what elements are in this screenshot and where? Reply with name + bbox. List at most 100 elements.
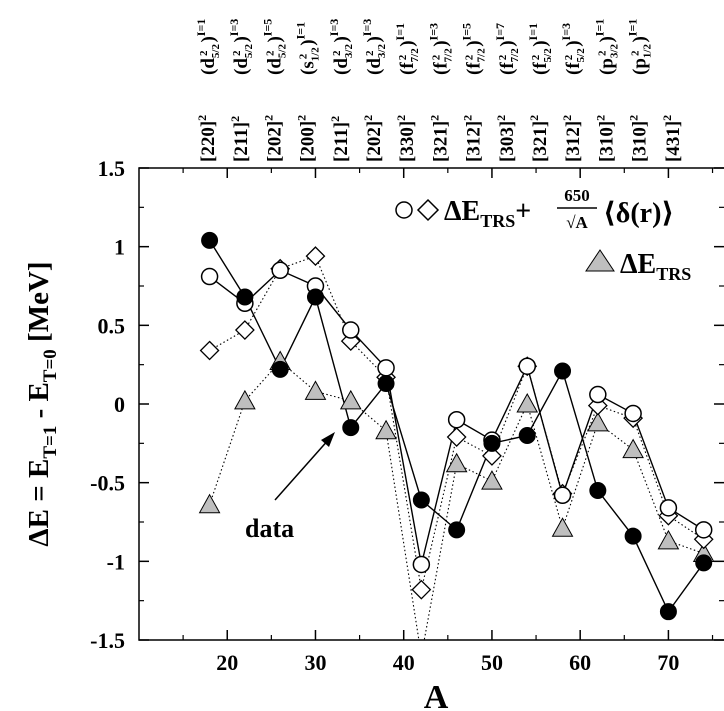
y-tick-label: -0.5: [90, 471, 125, 496]
data-point-filled-circle: [518, 426, 536, 444]
x-axis-title: A: [424, 679, 449, 711]
data-point-open-circle: [624, 404, 642, 423]
x-tick-label: 20: [216, 650, 238, 675]
top-nilsson-label: [202]2: [361, 115, 385, 162]
data-point-open-circle: [200, 267, 219, 286]
series-line-open-diamond: [209, 255, 705, 590]
top-nilsson-label: [321]2: [427, 115, 451, 162]
annotation-arrow-line: [274, 437, 331, 501]
data-point-open-diamond: [234, 320, 255, 340]
top-nilsson-label: [330]2: [394, 115, 418, 162]
data-annotation: data: [245, 432, 335, 543]
top-configuration-label: [200]2: [295, 115, 319, 162]
top-orbital-label: (d5/22)I=5: [260, 19, 288, 75]
top-configuration-label: [303]2: [494, 115, 518, 162]
top-configuration-labels: [220]2 (d5/22)I=1 [211]2 (d5/22)I=3 [202]2 (d…: [194, 19, 684, 162]
data-point-filled-circle: [695, 554, 713, 572]
data-point-filled-circle: [554, 362, 572, 380]
data-point-open-circle: [377, 359, 395, 377]
top-orbital-text: (f7/22)I=5: [460, 23, 488, 75]
top-nilsson-label: [431]2: [660, 115, 684, 162]
top-orbital-text: (d5/22)I=5: [260, 19, 288, 75]
data-point-gray-triangle: [551, 517, 574, 537]
tick-labels: 20 30 40 50 60 70 1.5 1 0.5 0 -0.5 -1 -1.5: [90, 156, 679, 675]
data-point-open-diamond: [411, 579, 432, 600]
legend-open-circle-marker: [395, 201, 413, 219]
y-tick-label: -1: [107, 549, 125, 574]
data-point-open-circle: [271, 261, 289, 280]
data-point-open-circle: [553, 486, 572, 505]
top-configuration-label: [202]2: [361, 115, 385, 162]
legend-tail: ⟨δ(r)⟩: [603, 198, 674, 229]
legend: ΔETRS+ 650 √A ⟨δ(r)⟩ ΔETRS: [395, 186, 691, 284]
top-nilsson-label: [200]2: [295, 115, 319, 162]
data-point-filled-circle: [271, 360, 289, 378]
top-configuration-label: [211]2: [328, 116, 352, 162]
top-nilsson-label: [211]2: [228, 116, 252, 162]
top-orbital-text: (d5/22)I=1: [194, 19, 222, 75]
top-nilsson-label: [211]2: [328, 116, 352, 162]
annotation-arrow-head: [321, 432, 335, 447]
x-tick-label: 40: [393, 650, 415, 675]
top-configuration-label: [310]2: [627, 115, 651, 162]
top-orbital-label: (f5/22)I=3: [559, 23, 587, 75]
marker-layer: [198, 231, 715, 621]
top-orbital-label: (d3/22)I=3: [327, 19, 355, 75]
data-point-open-diamond: [446, 427, 467, 447]
top-orbital-label: (f7/22)I=5: [460, 23, 488, 75]
top-configuration-label: [312]2: [461, 115, 485, 162]
top-configuration-label: [312]2: [560, 115, 584, 162]
data-point-gray-triangle: [234, 389, 256, 410]
top-orbital-label: (p3/22)I=1: [592, 19, 620, 75]
top-orbital-label: (d5/22)I=3: [227, 19, 255, 75]
data-point-open-circle: [342, 321, 360, 339]
data-point-open-circle: [694, 521, 713, 539]
data-point-open-circle: [659, 499, 678, 517]
data-point-gray-triangle: [198, 493, 221, 514]
top-configuration-label: [202]2: [261, 115, 285, 162]
data-point-open-diamond: [305, 246, 326, 267]
data-point-gray-triangle: [586, 411, 609, 432]
data-point-open-diamond: [482, 446, 502, 466]
data-point-open-diamond: [199, 340, 220, 361]
top-nilsson-label: [321]2: [527, 115, 551, 162]
y-axis-title: ΔE = ET=1 - ET=0 [MeV]: [23, 261, 61, 546]
data-point-filled-circle: [483, 434, 501, 452]
data-point-gray-triangle: [481, 470, 503, 490]
top-orbital-label: (d5/22)I=1: [194, 19, 222, 75]
data-point-filled-circle: [236, 288, 254, 306]
top-orbital-text: (f7/22)I=7: [493, 23, 521, 75]
top-orbital-text: (d5/22)I=3: [227, 19, 255, 75]
data-point-gray-triangle: [375, 419, 397, 440]
y-tick-label: 0: [114, 392, 125, 417]
x-tick-label: 60: [569, 650, 591, 675]
top-configuration-label: [321]2: [427, 115, 451, 162]
data-point-gray-triangle: [339, 389, 362, 410]
data-point-filled-circle: [377, 375, 395, 393]
top-nilsson-label: [312]2: [560, 115, 584, 162]
top-orbital-label: (p1/22)I=1: [626, 19, 654, 75]
top-orbital-label: (d3/22)I=3: [360, 19, 388, 75]
data-point-gray-triangle: [657, 529, 680, 550]
series-line-gray-triangle: [209, 360, 704, 640]
top-configuration-label: [211]2: [228, 116, 252, 162]
top-orbital-text: (s1/22)I=1: [294, 22, 322, 75]
top-orbital-text: (d3/22)I=3: [327, 19, 355, 75]
data-point-gray-triangle: [622, 438, 644, 459]
top-nilsson-label: [220]2: [195, 115, 219, 162]
top-nilsson-label: [312]2: [461, 115, 485, 162]
top-orbital-text: (p1/22)I=1: [626, 19, 654, 75]
top-orbital-text: (p3/22)I=1: [592, 19, 620, 75]
top-orbital-text: (d3/22)I=3: [360, 19, 388, 75]
data-point-gray-triangle: [445, 452, 468, 473]
legend-open-markers-label: ΔETRS+: [444, 196, 531, 231]
x-tick-label: 70: [657, 650, 679, 675]
y-tick-label: 0.5: [98, 313, 126, 338]
top-orbital-text: (f5/22)I=3: [559, 23, 587, 75]
top-configuration-label: [330]2: [394, 115, 418, 162]
data-point-filled-circle: [659, 603, 677, 621]
annotation-label: data: [245, 514, 294, 543]
top-nilsson-label: [310]2: [627, 115, 651, 162]
x-tick-label: 30: [304, 650, 326, 675]
top-configuration-label: [310]2: [593, 115, 617, 162]
